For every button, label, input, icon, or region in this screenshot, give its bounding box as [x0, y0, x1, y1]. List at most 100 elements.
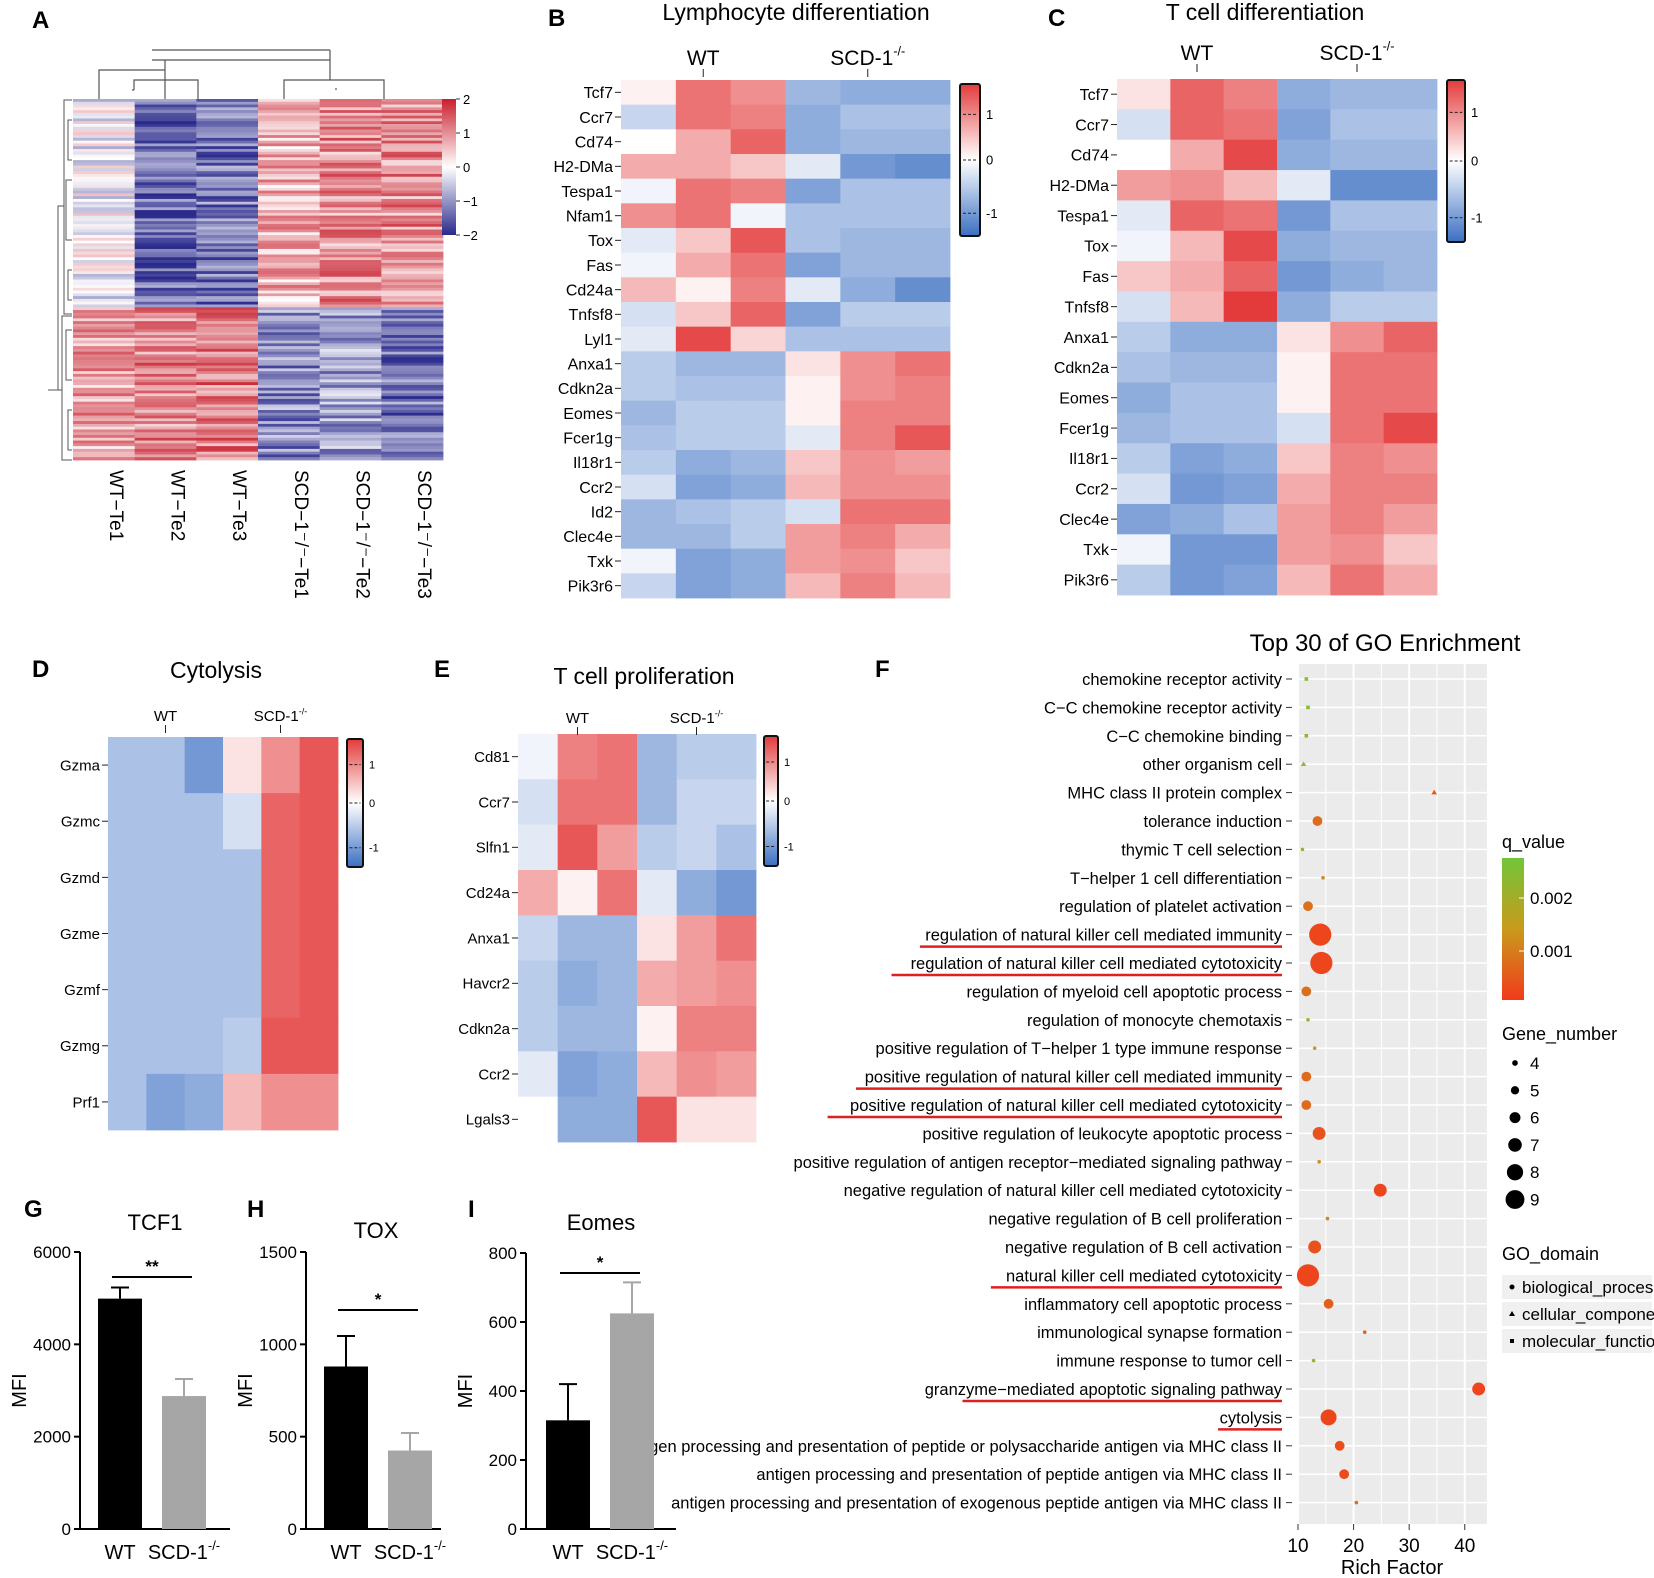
panel-a-cell	[134, 393, 197, 397]
panel-a-cell	[381, 201, 444, 205]
panel-a-cell	[196, 446, 259, 450]
panel-a-cell	[73, 298, 136, 303]
panel-a-cell	[134, 254, 197, 258]
panel-a-cell	[258, 432, 321, 436]
panel-label-f: F	[875, 656, 890, 683]
bar	[98, 1298, 142, 1529]
panel-a-cell	[196, 346, 259, 350]
panel-b-title: Lymphocyte differentiation	[662, 0, 929, 25]
panel-a-cell	[319, 262, 382, 267]
panel-a-cell	[73, 193, 136, 197]
heatmap-cell	[840, 203, 896, 229]
panel-a-cell	[258, 212, 321, 217]
panel-a-cell	[319, 223, 382, 228]
heatmap-cell	[1383, 321, 1438, 353]
panel-a-cell	[381, 160, 444, 164]
panel-a-cell	[73, 323, 136, 328]
panel-a-cell	[381, 332, 444, 336]
panel-a-cell	[319, 254, 382, 258]
panel-a-cell	[196, 129, 259, 133]
panel-a-cell	[73, 151, 136, 155]
heatmap-cell	[146, 737, 186, 794]
panel-a-cell	[196, 365, 259, 369]
legend-size-dot	[1510, 1086, 1520, 1095]
panel-label-h: H	[247, 1196, 264, 1223]
panel-a-cell	[134, 401, 197, 405]
row-label: Fas	[586, 258, 613, 275]
panel-a-cell	[73, 276, 136, 280]
panel-a-cell	[196, 240, 259, 244]
panel-a-cell	[381, 248, 444, 253]
heatmap-cell	[785, 425, 841, 451]
panel-a-cell	[73, 196, 136, 200]
panel-a-cell	[258, 376, 321, 380]
panel-a-cell	[196, 218, 259, 222]
heatmap-cell	[597, 779, 638, 826]
panel-a-cell	[196, 271, 259, 275]
panel-a-cell	[258, 312, 321, 316]
panel-a-cell	[319, 143, 382, 147]
go-point-triangle	[1300, 761, 1307, 766]
panel-a-cell	[258, 296, 321, 300]
legend-size-dot	[1508, 1138, 1522, 1152]
panel-a-cell	[258, 426, 321, 430]
row-label: Anxa1	[568, 356, 613, 373]
panel-a-cell	[73, 415, 136, 419]
panel-a-cell	[381, 221, 444, 225]
panel-a-cell	[73, 160, 136, 164]
panel-a-cell	[73, 132, 136, 136]
panel-a-cell	[319, 148, 382, 153]
panel-a-cell	[196, 226, 259, 230]
go-term-label: chemokine receptor activity	[1082, 671, 1283, 689]
heatmap-cell	[621, 376, 677, 402]
panel-a-cell	[134, 437, 197, 441]
panel-a-cell	[319, 376, 382, 380]
panel-a-cell	[196, 162, 259, 167]
panel-a-cell	[134, 168, 197, 172]
bar	[162, 1396, 206, 1529]
panel-a-cell	[381, 315, 444, 319]
panel-a-cell	[134, 426, 197, 430]
row-label: Cd24a	[466, 885, 511, 902]
panel-a-cell	[73, 229, 136, 233]
heatmap-cell	[1330, 412, 1385, 444]
panel-a-cell	[73, 451, 136, 455]
panel-a-cell	[134, 240, 197, 244]
heatmap-cell	[840, 178, 896, 204]
heatmap-cell	[1223, 139, 1278, 171]
heatmap-cell	[518, 960, 559, 1007]
panel-a-cell	[196, 287, 259, 292]
x-tick-label: 40	[1454, 1536, 1475, 1557]
heatmap-cell	[675, 425, 732, 451]
panel-c: T cell differentiation Tcf7 Ccr7 Cd74 H2-DM…	[1049, 0, 1483, 596]
panel-a-cell	[381, 351, 444, 355]
panel-a-cell	[73, 337, 136, 341]
panel-a-cell	[381, 262, 444, 267]
row-label: Gzme	[60, 926, 100, 943]
panel-d-title: Cytolysis	[170, 657, 262, 683]
panel-a-cell	[196, 440, 259, 444]
panel-a-cell	[258, 146, 321, 150]
panel-a-cell	[73, 121, 136, 125]
heatmap-cell	[1330, 230, 1385, 262]
heatmap-cell	[676, 824, 717, 871]
panel-a-cell	[73, 115, 136, 119]
heatmap-cell	[716, 734, 757, 780]
go-point-circle	[1323, 1298, 1334, 1309]
heatmap-cell	[1383, 564, 1438, 596]
heatmap-cell	[785, 351, 841, 377]
panel-a-cell	[73, 235, 136, 239]
panel-a-cell	[381, 246, 444, 250]
panel-a-cell	[73, 457, 136, 461]
heatmap-cell	[184, 793, 224, 850]
heatmap-cell	[1170, 321, 1225, 353]
panel-a-cell	[196, 340, 259, 344]
heatmap-cell	[184, 737, 224, 794]
heatmap-cell	[895, 178, 951, 204]
x-tick-label: 30	[1399, 1536, 1420, 1557]
heatmap-cell	[1117, 109, 1171, 141]
panel-a-cell	[73, 190, 136, 194]
heatmap-cell	[597, 915, 638, 962]
panel-a-cell	[319, 432, 382, 436]
heatmap-cell	[895, 425, 951, 451]
